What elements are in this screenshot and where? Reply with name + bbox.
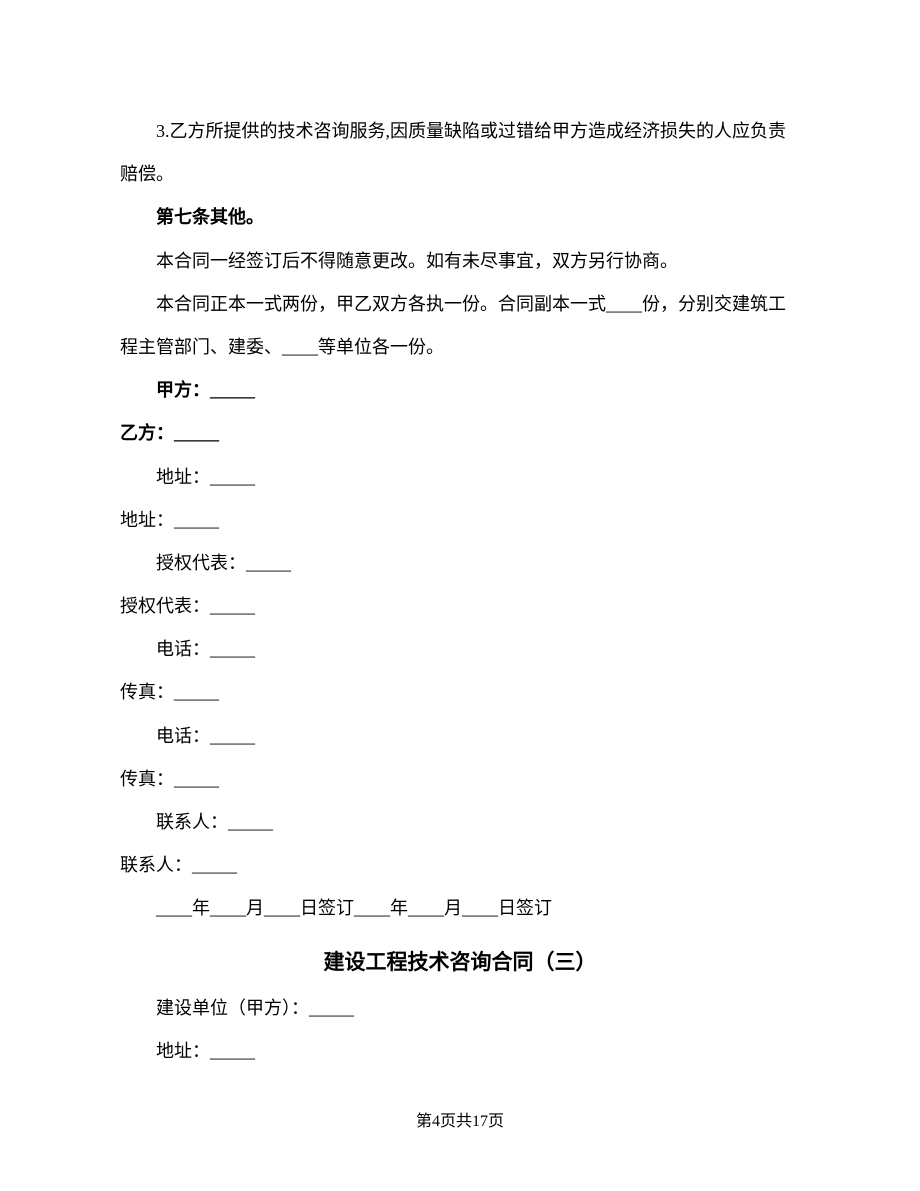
- phone-2: 电话：_____: [120, 715, 800, 758]
- auth-rep-2: 授权代表：_____: [120, 585, 800, 628]
- date-line: ____年____月____日签订____年____月____日签订: [120, 887, 800, 930]
- fax-2: 传真：_____: [120, 758, 800, 801]
- page-footer: 第4页共17页: [0, 1103, 920, 1141]
- construction-unit: 建设单位（甲方）：_____: [120, 987, 800, 1030]
- address-2: 地址：_____: [120, 499, 800, 542]
- fax-1: 传真：_____: [120, 671, 800, 714]
- party-b-label: 乙方：_____: [120, 412, 800, 455]
- article-7-title: 第七条其他。: [120, 196, 800, 239]
- address-1: 地址：_____: [120, 456, 800, 499]
- paragraph-3: 本合同正本一式两份，甲乙双方各执一份。合同副本一式____份，分别交建筑工程主管…: [120, 283, 800, 369]
- address-3: 地址：_____: [120, 1030, 800, 1073]
- phone-1: 电话：_____: [120, 628, 800, 671]
- section-heading: 建设工程技术咨询合同（三）: [120, 937, 800, 987]
- paragraph-2: 本合同一经签订后不得随意更改。如有未尽事宜，双方另行协商。: [120, 240, 800, 283]
- contact-1: 联系人：_____: [120, 801, 800, 844]
- auth-rep-1: 授权代表：_____: [120, 542, 800, 585]
- contact-2: 联系人：_____: [120, 844, 800, 887]
- party-a-label: 甲方：_____: [120, 369, 800, 412]
- paragraph-clause3: 3.乙方所提供的技术咨询服务,因质量缺陷或过错给甲方造成经济损失的人应负责赔偿。: [120, 110, 800, 196]
